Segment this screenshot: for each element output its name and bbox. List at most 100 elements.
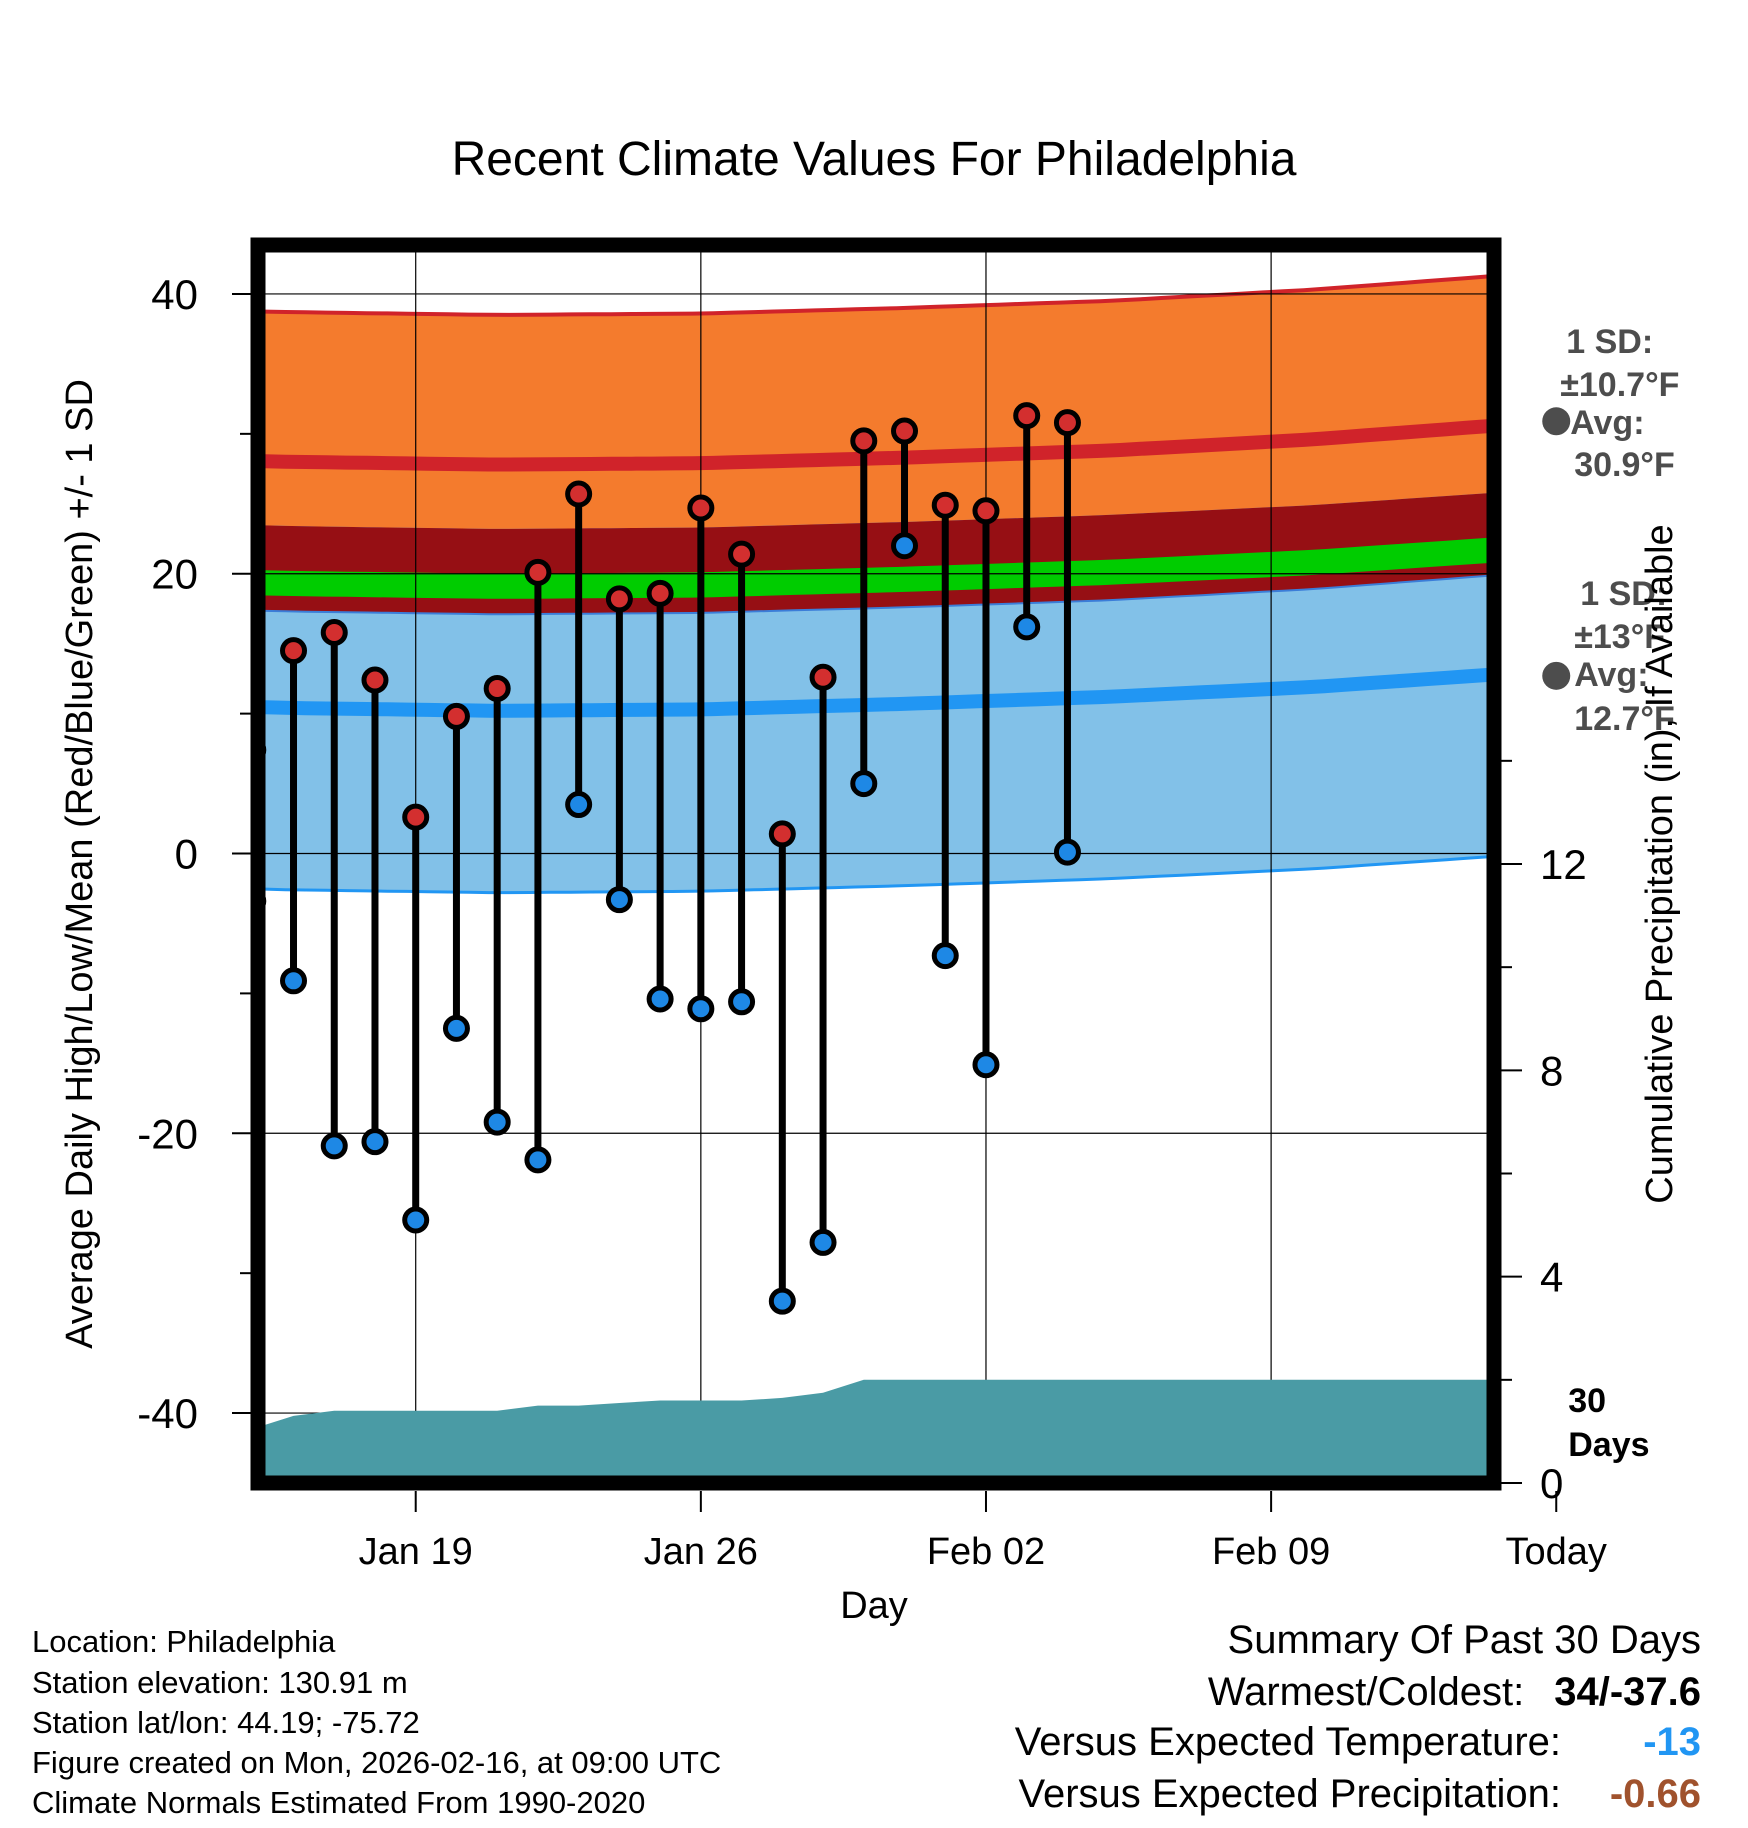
high-marker-26 — [931, 491, 959, 519]
high-marker-23 — [809, 663, 837, 691]
high-avg-label: Avg: — [1570, 404, 1644, 442]
days-count-label: 30 — [1568, 1382, 1606, 1420]
low-marker-6 — [120, 939, 142, 961]
low-avg-value: 12.7°F — [1574, 700, 1675, 738]
normal-high-line — [265, 419, 1487, 472]
low-marker-25 — [891, 532, 919, 560]
y-right-tick-label-2: 8 — [1540, 1047, 1563, 1094]
low-marker-10 — [280, 967, 308, 995]
plot-frame — [250, 237, 1502, 1491]
low-marker-23 — [809, 1228, 837, 1256]
low-marker-11 — [320, 1132, 348, 1160]
low-marker-26 — [931, 942, 959, 970]
low-marker-18 — [605, 886, 633, 914]
low-minus-sd-line — [265, 855, 1487, 895]
info-elevation: Station elevation: 130.91 m — [32, 1665, 408, 1700]
info-location: Location: Philadelphia — [32, 1624, 336, 1659]
low-marker-13 — [402, 1206, 430, 1234]
high-marker-24 — [850, 427, 878, 455]
high-marker-8 — [201, 766, 223, 788]
high-marker-22 — [768, 820, 796, 848]
low-marker-3 — [0, 735, 19, 757]
low-marker-27 — [972, 1051, 1000, 1079]
low-marker-8 — [201, 936, 223, 958]
y-left-tick-label-1: -20 — [137, 1110, 198, 1157]
high-plus-sd-line — [265, 274, 1487, 317]
low-sd-value: ±13°F — [1574, 618, 1665, 656]
low-sd-label: 1 SD: — [1580, 575, 1667, 613]
low-marker-7 — [160, 1368, 182, 1390]
high-marker-3 — [0, 605, 19, 627]
low-marker-4 — [38, 675, 60, 697]
days-word-label: Days — [1568, 1426, 1649, 1464]
high-marker-16 — [524, 558, 552, 586]
y-right-tick-label-1: 4 — [1540, 1254, 1563, 1301]
high-marker-29 — [1053, 409, 1081, 437]
high-marker-19 — [646, 579, 674, 607]
normal-mean-band — [265, 537, 1487, 599]
x-tick-label-0: Jan 19 — [359, 1531, 473, 1573]
y-axis-label-left: Average Daily High/Low/Mean (Red/Blue/Gr… — [59, 379, 101, 1349]
precip-label: Versus Expected Precipitation: — [1018, 1772, 1561, 1816]
temp-value: -13 — [1643, 1720, 1701, 1764]
temp-label: Versus Expected Temperature: — [1014, 1720, 1561, 1764]
high-sd-value: ±10.7°F — [1560, 366, 1679, 404]
summary-precip: Versus Expected Precipitation: -0.66 — [1018, 1772, 1701, 1817]
high-marker-13 — [402, 803, 430, 831]
high-marker-20 — [687, 494, 715, 522]
summary-title-text: Summary Of Past 30 Days — [1227, 1618, 1701, 1662]
warm-cold-label: Warmest/Coldest: — [1207, 1670, 1525, 1714]
high-marker-14 — [442, 702, 470, 730]
x-tick-label-4: Today — [1506, 1531, 1607, 1573]
normal-low-line — [265, 668, 1487, 718]
y-axis-label-right: Cumulative Precipitation (in), If Availa… — [1639, 524, 1681, 1203]
warm-cold-value: 34/-37.6 — [1554, 1670, 1701, 1714]
info-created: Figure created on Mon, 2026-02-16, at 09… — [32, 1745, 722, 1780]
high-marker-15 — [483, 674, 511, 702]
summary-warm-cold: Warmest/Coldest: 34/-37.6 — [1208, 1670, 1701, 1715]
high-marker-10 — [280, 637, 308, 665]
today-high-avg-dot — [1542, 407, 1571, 436]
low-marker-29 — [1053, 838, 1081, 866]
low-marker-24 — [850, 770, 878, 798]
low-marker-15 — [483, 1108, 511, 1136]
low-marker-21 — [728, 988, 756, 1016]
x-axis-label: Day — [840, 1585, 908, 1627]
high-marker-17 — [565, 480, 593, 508]
low-marker-12 — [361, 1128, 389, 1156]
x-tick-label-2: Feb 02 — [927, 1531, 1045, 1573]
low-avg-label: Avg: — [1574, 656, 1648, 694]
low-marker-28 — [1013, 613, 1041, 641]
chart-title: Recent Climate Values For Philadelphia — [452, 133, 1297, 186]
low-marker-16 — [524, 1146, 552, 1174]
y-left-tick-label-0: -40 — [137, 1390, 198, 1437]
high-marker-11 — [320, 618, 348, 646]
precip-value: -0.66 — [1609, 1772, 1701, 1816]
x-tick-label-3: Feb 09 — [1212, 1531, 1330, 1573]
y-left-tick-label-2: 0 — [175, 831, 198, 878]
high-marker-27 — [972, 497, 1000, 525]
low-marker-20 — [687, 995, 715, 1023]
y-right-tick-label-3: 12 — [1540, 841, 1587, 888]
low-marker-22 — [768, 1287, 796, 1315]
high-marker-4 — [38, 470, 60, 492]
info-latlon: Station lat/lon: 44.19; -75.72 — [32, 1705, 420, 1740]
y-left-tick-label-3: 20 — [151, 551, 198, 598]
summary-title: Summary Of Past 30 Days — [1228, 1618, 1701, 1663]
low-marker-17 — [565, 791, 593, 819]
x-tick-label-1: Jan 26 — [644, 1531, 758, 1573]
high-marker-6 — [120, 595, 142, 617]
today-low-avg-dot — [1542, 661, 1571, 690]
high-marker-28 — [1013, 402, 1041, 430]
info-normals: Climate Normals Estimated From 1990-2020 — [32, 1785, 646, 1820]
high-marker-18 — [605, 585, 633, 613]
low-marker-19 — [646, 985, 674, 1013]
high-marker-21 — [728, 540, 756, 568]
low-marker-14 — [442, 1014, 470, 1042]
high-avg-value: 30.9°F — [1574, 446, 1675, 484]
y-right-tick-label-0: 0 — [1540, 1460, 1563, 1507]
y-left-tick-label-4: 40 — [151, 271, 198, 318]
high-sd-label: 1 SD: — [1566, 323, 1653, 361]
summary-temp: Versus Expected Temperature: -13 — [1015, 1720, 1701, 1765]
